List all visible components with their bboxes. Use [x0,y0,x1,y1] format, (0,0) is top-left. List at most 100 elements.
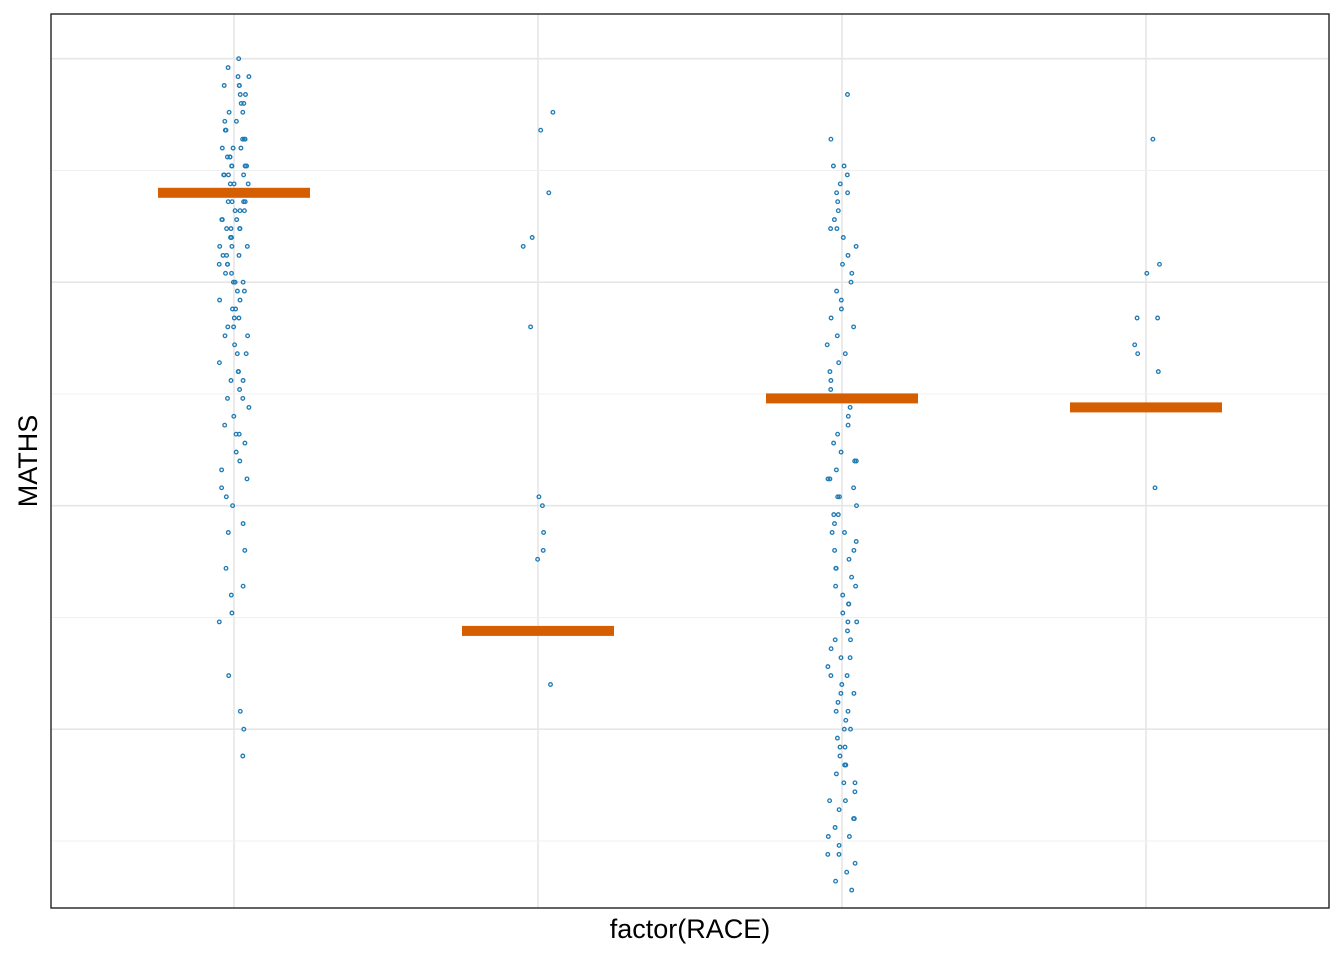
data-point-group2-6 [528,324,534,330]
data-point-group3-57 [845,619,851,625]
data-point-group1-84 [232,342,238,348]
data-point-group3-59 [832,637,838,643]
data-point-group1-53 [237,226,243,232]
data-point-group2-10 [540,547,546,553]
data-point-group3-25 [834,333,840,339]
data-point-group1-22 [230,145,236,151]
data-point-group3-109 [833,878,839,884]
data-point-group2-1 [550,109,556,115]
data-point-group3-95 [848,637,853,643]
data-point-group1-6 [236,83,242,88]
data-point-group3-92 [853,583,859,589]
data-point-group1-12 [226,109,232,115]
data-point-group1-54 [224,226,230,232]
data-point-group1-1 [236,56,242,62]
data-point-group1-78 [231,315,237,321]
data-point-group2-7 [536,494,542,500]
data-point-group3-26 [824,342,830,348]
data-point-group1-69 [240,279,246,285]
data-point-group3-98 [851,690,857,696]
data-point-group3-50 [846,556,852,562]
data-point-group1-102 [237,458,243,464]
data-point-group1-75 [217,297,223,303]
grid-layer [51,14,1329,908]
data-point-group1-96 [231,413,237,419]
data-point-group4-3 [1144,270,1150,276]
data-point-group1-106 [223,494,229,500]
y-axis-title: MATHS [13,415,43,508]
data-point-group1-45 [232,208,238,214]
data-point-group3-96 [838,655,844,661]
data-point-group3-102 [843,762,849,768]
data-point-group1-62 [220,252,226,258]
data-point-group3-34 [845,413,851,419]
data-point-group3-90 [851,547,857,553]
data-point-group3-11 [831,217,837,223]
data-point-group1-94 [240,395,246,401]
data-point-group3-36 [835,431,841,437]
data-point-group1-89 [236,369,241,375]
data-point-group3-46 [832,521,837,527]
data-point-group3-89 [829,530,835,535]
data-point-group3-80 [832,825,838,830]
data-point-group3-18 [849,270,855,276]
data-point-group3-8 [845,190,851,196]
data-point-group1-34 [226,172,231,178]
panel-border [50,13,1330,909]
data-point-group3-28 [836,360,842,366]
data-point-group1-36 [231,181,237,187]
data-point-group1-81 [231,324,237,330]
data-point-group4-7 [1135,351,1141,357]
data-point-group1-68 [223,270,228,276]
data-point-group1-71 [232,279,238,285]
data-point-group3-82 [836,842,842,848]
data-point-group3-72 [837,753,843,759]
data-point-group2-11 [535,556,541,562]
data-point-group3-33 [847,404,853,410]
data-point-group3-108 [844,869,850,875]
data-point-group3-97 [844,673,850,679]
data-point-group3-70 [834,735,840,741]
data-point-group1-21 [219,145,225,151]
data-point-group3-27 [842,351,848,357]
data-point-group4-6 [1132,342,1138,348]
data-point-group3-76 [852,789,858,795]
data-point-group1-80 [225,324,231,330]
data-point-group3-49 [832,547,838,553]
data-point-group2-13 [548,682,553,687]
data-point-group1-67 [229,270,234,276]
data-point-group1-101 [233,449,239,455]
data-point-group3-74 [833,771,839,777]
data-point-group1-17 [222,127,228,133]
data-point-group3-84 [852,860,858,866]
data-point-group1-30 [229,163,235,169]
data-point-group3-16 [845,252,851,258]
data-point-group3-78 [836,807,842,813]
data-point-group2-9 [541,530,547,535]
data-point-group1-77 [230,306,235,312]
data-point-group3-94 [854,619,860,625]
data-point-group3-15 [853,243,859,249]
data-point-group3-17 [840,261,845,267]
data-point-group2-3 [546,190,552,196]
data-point-group3-62 [825,664,831,670]
data-point-group1-2 [225,65,231,71]
data-point-group3-81 [825,834,831,839]
data-point-group3-54 [840,592,846,598]
data-point-group1-26 [227,154,233,160]
data-point-group1-14 [222,118,228,124]
data-point-group1-47 [237,208,243,214]
data-point-group2-5 [520,243,526,249]
data-point-group1-64 [216,261,222,267]
data-point-group3-44 [854,503,859,509]
data-point-group3-61 [847,655,853,661]
data-point-group1-92 [237,387,243,392]
data-point-group1-112 [240,583,246,589]
data-point-group1-59 [229,243,235,249]
data-point-group2-8 [539,503,545,509]
data-point-group1-70 [230,279,236,285]
data-point-group1-50 [219,217,225,223]
data-point-group3-24 [851,324,857,330]
